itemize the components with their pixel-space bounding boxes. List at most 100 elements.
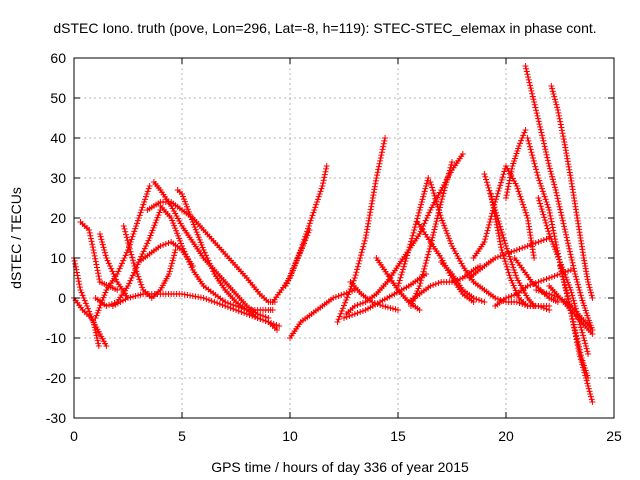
data-point [492,213,499,220]
data-point [564,292,571,299]
data-point [580,367,587,373]
data-point [208,298,215,304]
data-point [555,253,562,260]
data-point [408,238,415,245]
data-point [359,246,366,253]
data-point [418,199,425,205]
data-point [547,215,554,222]
y-tick-label: -30 [46,410,66,426]
data-point [546,275,553,281]
data-point [141,245,148,252]
data-point [119,297,126,304]
data-point [180,196,187,203]
data-point [346,313,353,319]
data-point [254,315,261,321]
data-point [548,171,555,177]
data-point [537,123,544,130]
data-point [97,233,104,240]
data-point [149,227,156,234]
data-point [546,209,553,216]
data-point [552,187,559,193]
data-point [89,241,96,248]
data-point [553,192,560,199]
data-point [323,163,330,169]
data-point [509,261,516,268]
data-point [529,152,536,159]
data-point [100,294,107,301]
data-point [76,281,83,288]
data-point [175,232,182,239]
data-point [535,195,542,201]
data-point [75,275,82,282]
data-point [532,104,539,111]
data-point [549,85,556,92]
data-point [579,361,586,368]
data-point [435,206,442,213]
data-point [536,197,543,204]
data-point [501,255,508,262]
data-point [134,220,140,227]
data-point [270,321,277,327]
data-point [556,112,563,119]
data-point [524,135,531,141]
data-point [572,330,579,337]
data-point [523,212,530,219]
data-point [92,258,99,265]
data-point [73,269,80,276]
data-point [129,272,136,279]
data-point [551,181,558,188]
data-point [535,279,542,285]
data-point [126,245,133,252]
data-point [94,337,101,344]
data-point [531,99,538,105]
data-point [128,275,135,281]
y-axis-label: dSTEC / TECUs [8,187,24,289]
data-point [101,247,108,253]
data-point [577,292,584,299]
data-point [80,295,87,301]
data-point [132,265,139,272]
data-point [561,223,568,230]
series-30 [466,235,553,281]
data-point [418,277,425,284]
data-point [201,249,208,256]
data-point [550,230,557,237]
data-point [341,302,347,309]
data-point [190,221,197,228]
data-point [571,327,578,334]
data-point [494,227,501,234]
data-point [533,169,540,176]
data-point [76,284,83,291]
data-point [579,329,586,336]
data-point [572,333,579,340]
data-point [504,186,511,193]
data-point [541,289,548,296]
data-point [559,273,566,280]
data-point [96,304,103,311]
data-point [78,289,85,296]
data-point [122,252,129,259]
data-point [166,271,173,277]
data-point [516,191,523,197]
data-point [551,273,558,279]
data-point [530,155,536,161]
data-point [135,292,142,299]
data-point [407,241,414,248]
data-point [527,146,534,153]
data-point [539,188,546,195]
data-point [369,195,376,201]
data-point [574,279,581,285]
data-point [422,185,429,192]
data-point [426,209,433,216]
data-point [336,313,343,320]
data-point [494,296,501,302]
data-point [74,272,81,279]
data-point [330,295,337,301]
data-point [169,217,176,224]
data-point [362,235,369,241]
data-point [177,237,184,244]
data-point [369,299,376,305]
data-point [417,280,424,287]
data-point [438,199,445,205]
data-point [445,232,452,239]
